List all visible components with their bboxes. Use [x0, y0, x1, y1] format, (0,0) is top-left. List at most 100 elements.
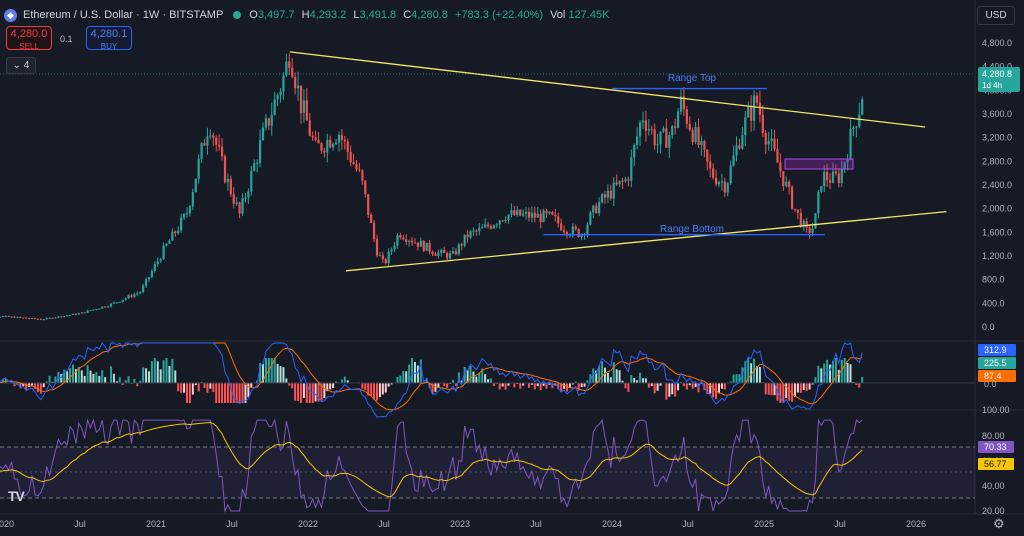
- macd-histogram-bar: [291, 383, 294, 389]
- symbol-title[interactable]: Ethereum / U.S. Dollar · 1W · BITSTAMP: [23, 9, 224, 21]
- macd-histogram-bar: [469, 365, 472, 383]
- candle-body: [691, 129, 694, 142]
- macd-histogram-bar: [89, 370, 92, 383]
- candle-body: [779, 162, 782, 172]
- macd-histogram-bar: [185, 383, 188, 403]
- candle-body: [95, 309, 98, 311]
- sell-price: 4,280.0: [10, 28, 48, 40]
- candle-body: [446, 252, 449, 259]
- macd-histogram-bar: [86, 365, 89, 383]
- macd-histogram-bar: [478, 372, 481, 383]
- macd-histogram-bar: [712, 383, 715, 398]
- candle-body: [127, 295, 130, 299]
- candle-body: [153, 264, 156, 271]
- histogram-value: 225.5: [984, 358, 1007, 368]
- macd-histogram-bar: [799, 383, 802, 393]
- candle-body: [621, 180, 624, 182]
- macd-histogram-bar: [545, 383, 548, 389]
- macd-histogram-bar: [732, 374, 735, 383]
- candle-body: [790, 186, 794, 209]
- range-bottom-label[interactable]: Range Bottom: [660, 224, 724, 235]
- candle-body: [507, 214, 510, 221]
- candle-body: [709, 161, 712, 169]
- macd-histogram-bar: [606, 372, 609, 383]
- candle-body: [370, 214, 373, 223]
- macd-histogram-bar: [405, 371, 408, 383]
- candle-body: [828, 180, 832, 183]
- range-top-label[interactable]: Range Top: [668, 73, 717, 84]
- candle-body: [4, 315, 7, 317]
- macd-histogram-bar: [747, 358, 750, 383]
- rsi-pane[interactable]: [0, 418, 863, 513]
- candle-body: [174, 231, 177, 234]
- macd-histogram-bar: [413, 361, 416, 383]
- candle-body: [653, 129, 656, 146]
- macd-histogram-bar: [150, 361, 153, 383]
- candle-body: [104, 306, 107, 308]
- candle-body: [200, 143, 203, 159]
- candle-body: [752, 95, 756, 121]
- candle-body: [504, 220, 507, 222]
- price-tick: 0.0: [982, 322, 995, 332]
- macd-histogram-bar: [346, 380, 349, 383]
- candle-body: [136, 293, 139, 295]
- time-tick: Jul: [682, 519, 694, 529]
- open-value: 3,497.7: [257, 9, 295, 21]
- candle-body: [83, 312, 86, 314]
- sell-button[interactable]: 4,280.0 SELL: [6, 26, 52, 51]
- candle-body: [557, 216, 560, 224]
- macd-histogram-bar: [142, 367, 145, 383]
- macd-histogram-bar: [340, 379, 343, 383]
- candle-body: [308, 120, 311, 136]
- rsi-line: [0, 418, 863, 513]
- currency-selector[interactable]: USD: [977, 6, 1015, 25]
- range-lines[interactable]: [543, 87, 825, 236]
- gear-icon[interactable]: ⚙: [993, 516, 1005, 531]
- macd-histogram-bar: [390, 383, 393, 385]
- high-key: H: [301, 9, 310, 21]
- buy-button[interactable]: 4,280.1 BUY: [86, 26, 132, 51]
- trendlines[interactable]: [289, 51, 947, 272]
- candle-body: [542, 210, 545, 223]
- macd-histogram-bar: [729, 381, 732, 383]
- macd-histogram-bar: [463, 366, 466, 383]
- candle-body: [7, 315, 10, 317]
- candle-body: [595, 205, 598, 214]
- macd-histogram-bar: [586, 380, 589, 383]
- candle-body: [28, 318, 31, 320]
- macd-histogram-bar: [481, 368, 484, 383]
- candle-body: [638, 122, 642, 137]
- candle-body: [305, 100, 308, 121]
- macd-histogram-bar: [112, 373, 115, 383]
- supply-zone-box[interactable]: [784, 158, 854, 170]
- macd-histogram-bar: [665, 383, 668, 400]
- macd-histogram-bar: [475, 376, 478, 383]
- macd-histogram-bar: [834, 358, 837, 383]
- candle-body: [782, 171, 785, 186]
- candle-body: [805, 221, 808, 228]
- candle-body: [440, 249, 443, 253]
- indicators-toggle-button[interactable]: ⌄ 4: [6, 57, 36, 74]
- macd-histogram-bar: [302, 383, 305, 398]
- candle-body: [206, 136, 209, 146]
- candle-body: [443, 249, 446, 253]
- candle-body: [641, 120, 645, 123]
- price-tick: 4,400.0: [982, 62, 1012, 72]
- upper-trendline[interactable]: [289, 51, 926, 128]
- signal-badge: [978, 370, 1016, 382]
- macd-histogram-bar: [10, 381, 13, 383]
- ohlc-values: O3,497.7 H4,293.2 L3,491.8 C4,280.8 +783…: [249, 9, 613, 21]
- macd-histogram-bar: [785, 383, 788, 398]
- candle-body: [615, 182, 618, 185]
- candle-body: [808, 227, 811, 233]
- candle-body: [606, 190, 610, 198]
- tradingview-logo-icon[interactable]: TV: [8, 488, 25, 504]
- time-axis[interactable]: 2020 Jul 2021 Jul 2022 Jul 2023 Jul 2024 Jul 2025 J…: [0, 519, 926, 529]
- lower-trendline[interactable]: [345, 210, 947, 272]
- candle-body: [764, 133, 767, 145]
- candle-body: [142, 285, 145, 293]
- macd-histogram-bar: [197, 383, 200, 392]
- macd-pane[interactable]: [0, 342, 975, 418]
- candle-body: [390, 249, 393, 252]
